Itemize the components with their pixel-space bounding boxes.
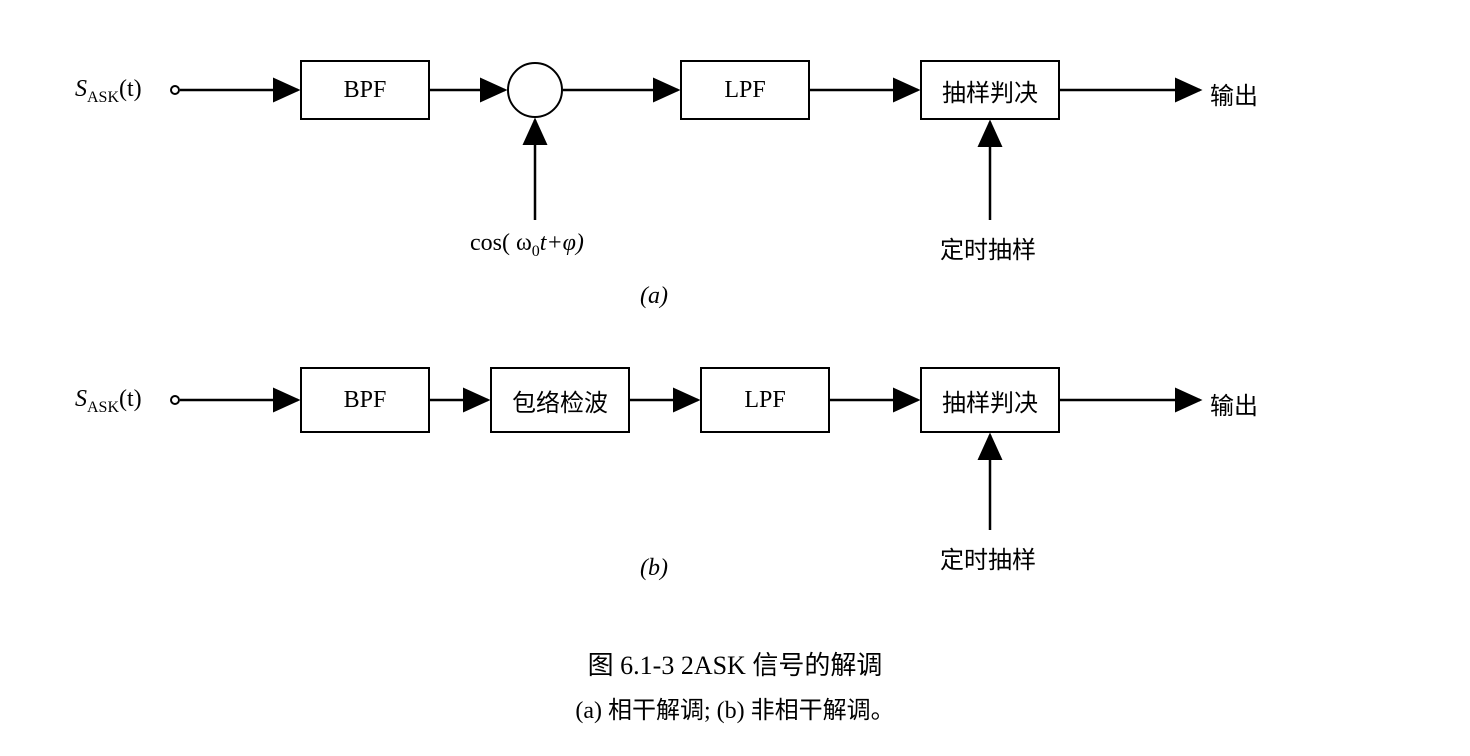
b-lpf-block: LPF	[700, 367, 830, 433]
a-panel-label: (a)	[640, 283, 668, 310]
a-input-label: SASK(t)	[75, 76, 142, 107]
a-timing-label: 定时抽样	[940, 230, 1036, 265]
b-input-label: SASK(t)	[75, 386, 142, 417]
b-bpf-block: BPF	[300, 367, 430, 433]
figure-subcaption: (a) 相干解调; (b) 非相干解调。	[0, 690, 1470, 725]
a-judge-text: 抽样判决	[942, 73, 1038, 108]
a-carrier-sub: 0	[532, 243, 540, 260]
b-judge-text: 抽样判决	[942, 383, 1038, 418]
b-bpf-text: BPF	[344, 387, 387, 414]
b-input-sub: ASK	[87, 399, 119, 416]
a-bpf-text: BPF	[344, 77, 387, 104]
b-envdet-text: 包络检波	[512, 383, 608, 418]
a-lpf-text: LPF	[724, 77, 765, 104]
a-carrier-head: cos( ω	[470, 230, 532, 256]
a-lpf-block: LPF	[680, 60, 810, 120]
a-output-label: 输出	[1210, 76, 1258, 111]
a-input-sub: ASK	[87, 89, 119, 106]
b-envdet-block: 包络检波	[490, 367, 630, 433]
b-panel-label: (b)	[640, 555, 668, 582]
b-input-port-icon	[170, 395, 180, 405]
a-mixer-icon	[507, 62, 563, 118]
b-input-S: S	[75, 386, 87, 412]
a-input-port-icon	[170, 85, 180, 95]
figure-caption: 图 6.1-3 2ASK 信号的解调	[0, 645, 1470, 682]
b-input-arg: (t)	[119, 386, 142, 412]
b-output-label: 输出	[1210, 386, 1258, 421]
b-judge-block: 抽样判决	[920, 367, 1060, 433]
a-input-S: S	[75, 76, 87, 102]
a-carrier-label: cos( ω0t+φ)	[470, 230, 584, 261]
a-bpf-block: BPF	[300, 60, 430, 120]
b-timing-label: 定时抽样	[940, 540, 1036, 575]
a-judge-block: 抽样判决	[920, 60, 1060, 120]
a-carrier-tail: t+φ)	[540, 230, 584, 256]
b-lpf-text: LPF	[744, 387, 785, 414]
a-input-arg: (t)	[119, 76, 142, 102]
